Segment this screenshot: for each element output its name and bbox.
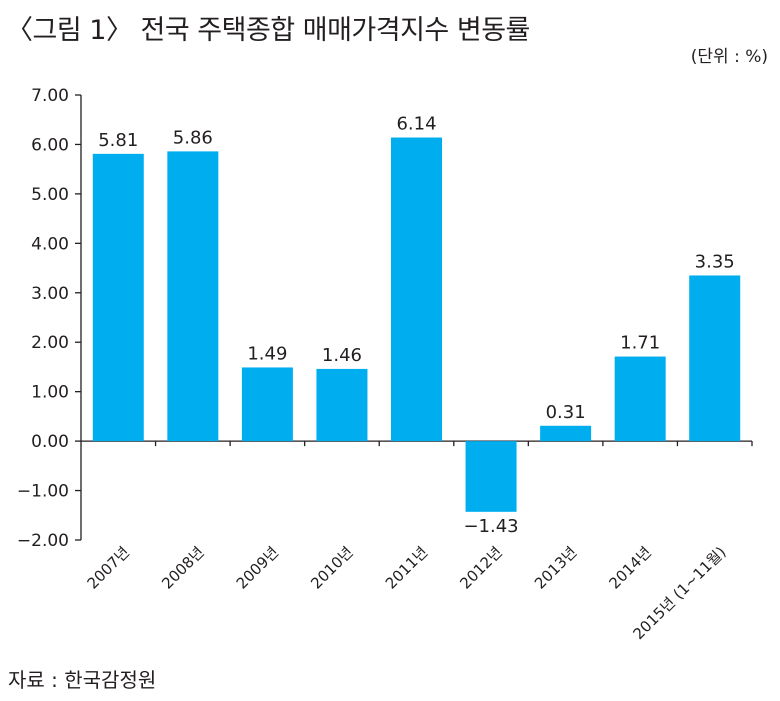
data-label: 3.35 [695,251,735,272]
x-tick-label: 2014년 [606,543,655,592]
x-tick-label: 2010년 [307,543,356,592]
y-tick-label: 7.00 [31,86,69,106]
y-tick-label: 6.00 [31,135,69,155]
y-tick-label: −1.00 [17,482,69,502]
data-label: 1.49 [247,343,287,364]
data-label: 6.14 [396,114,436,135]
data-label: 5.86 [173,127,213,148]
x-tick-label: 2008년 [158,543,207,592]
bar [540,425,592,442]
data-label: 1.46 [322,345,362,366]
bar [316,368,368,442]
bar [689,275,741,442]
bar-chart: 7.00 6.00 5.00 4.00 3.00 2.00 1.00 0.00 −1.00 −2.… [17,86,753,643]
chart-title: 〈그림 1〉 전국 주택종합 매매가격지수 변동률 [6,15,530,46]
y-tick-label: 5.00 [31,185,69,205]
data-label: 1.71 [620,333,660,354]
y-tick-label: 0.00 [31,432,69,452]
y-tick-label: 2.00 [31,333,69,353]
y-tick-label: 4.00 [31,234,69,254]
x-tick-label: 2013년 [531,543,580,592]
bar [167,151,219,442]
data-label: 5.81 [98,130,138,151]
bar [391,137,442,442]
bar [465,441,517,512]
bar [241,367,293,442]
data-label: 0.31 [546,402,586,423]
unit-label: (단위 : %) [690,47,768,67]
bar [614,356,666,442]
x-tick-label: 2009년 [233,543,282,592]
y-tick-label: 1.00 [31,383,69,403]
bar [92,153,144,442]
source-note: 자료 : 한국감정원 [8,668,157,692]
y-tick-label: −2.00 [17,531,69,551]
x-tick-label: 2007년 [84,543,133,592]
data-label: −1.43 [463,516,518,537]
x-tick-label: 2011년 [382,543,431,592]
y-tick-label: 3.00 [31,284,69,304]
x-tick-label: 2012년 [456,543,505,592]
